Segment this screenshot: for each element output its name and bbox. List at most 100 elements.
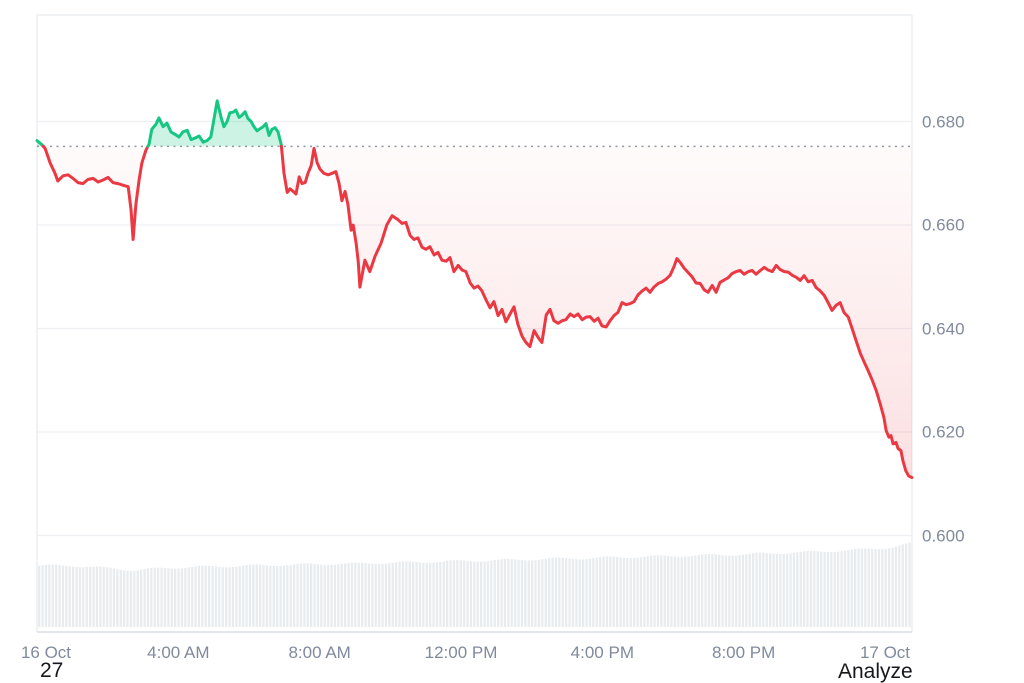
volume-bar: [446, 560, 449, 627]
volume-bar: [633, 558, 636, 627]
volume-bar: [510, 559, 513, 627]
volume-bar: [242, 565, 245, 627]
volume-bar: [847, 550, 850, 627]
volume-bar: [282, 565, 286, 627]
volume-bar: [493, 560, 496, 627]
price-line-down-segment: [279, 144, 914, 479]
volume-bar: [340, 563, 343, 627]
volume-bar: [337, 564, 340, 627]
volume-bar: [619, 557, 622, 627]
analyze-link[interactable]: Analyze: [838, 660, 913, 683]
volume-bar: [697, 554, 700, 627]
volume-bar: [357, 562, 360, 627]
volume-bar: [435, 562, 439, 627]
volume-bar: [153, 567, 156, 627]
volume-bar: [609, 556, 612, 627]
volume-bar: [891, 547, 894, 627]
volume-bar: [374, 564, 377, 627]
volume-bar: [364, 563, 367, 627]
x-axis-tick-label: 8:00 AM: [288, 643, 351, 662]
volume-bar: [772, 553, 775, 627]
volume-bar: [687, 556, 690, 627]
volume-bar: [833, 552, 836, 627]
volume-bar: [690, 556, 694, 627]
volume-bar: [381, 564, 384, 627]
volume-bar: [575, 559, 578, 627]
volume-bar: [211, 566, 214, 627]
price-line-up-segment: [146, 99, 283, 148]
volume-bar: [259, 564, 262, 627]
volume-bar: [762, 552, 765, 627]
volume-bar: [238, 566, 241, 627]
volume-bar: [527, 560, 530, 627]
volume-bar: [517, 559, 520, 627]
volume-bar: [99, 566, 102, 627]
volume-bar: [724, 555, 728, 627]
volume-bar: [707, 554, 711, 627]
volume-bar: [558, 557, 561, 627]
volume-bar: [769, 553, 772, 627]
volume-bar: [439, 561, 442, 627]
volume-bar: [837, 551, 840, 627]
volume-bar: [874, 549, 877, 627]
volume-bar: [333, 564, 337, 627]
volume-bar: [752, 553, 755, 627]
volume-bar: [660, 555, 663, 627]
volume-bar: [599, 557, 602, 627]
volume-bar: [480, 561, 483, 627]
volume-bar: [109, 567, 112, 627]
volume-bar: [163, 568, 167, 627]
volume-bar: [95, 566, 99, 627]
volume-bar: [534, 560, 537, 627]
volume-bar: [663, 555, 666, 627]
volume-bar: [673, 556, 677, 627]
volume-bar: [551, 557, 554, 627]
volume-bar: [354, 562, 357, 627]
price-line-down-segment: [41, 144, 150, 241]
volume-bar: [231, 567, 235, 627]
volume-bar: [860, 548, 864, 627]
volume-bar: [133, 571, 136, 627]
volume-bar: [276, 566, 279, 627]
volume-bar: [126, 570, 129, 627]
volume-bar: [160, 567, 163, 627]
volume-bar: [667, 555, 670, 627]
volume-bar: [75, 567, 78, 627]
volume-bar: [347, 562, 350, 627]
volume-bar: [830, 552, 833, 627]
volume-bar: [432, 562, 435, 627]
volume-bar: [449, 560, 452, 627]
volume-bar: [344, 563, 347, 627]
volume-bar: [418, 562, 422, 627]
volume-bar: [582, 559, 585, 627]
volume-bar: [252, 564, 255, 627]
volume-bar: [894, 546, 898, 627]
volume-bar: [48, 564, 51, 627]
y-axis-tick-label: 0.620: [922, 422, 965, 442]
volume-bar: [867, 548, 870, 627]
volume-bar: [180, 568, 184, 627]
volume-bar: [840, 551, 843, 627]
volume-bar: [123, 570, 126, 627]
volume-bar: [656, 555, 660, 627]
volume-bar: [694, 555, 697, 627]
volume-bar: [735, 555, 738, 627]
volume-bar: [537, 559, 541, 627]
volume-bar: [799, 551, 802, 627]
volume-bar: [82, 567, 85, 627]
volume-bar: [313, 564, 316, 627]
y-axis-tick-label: 0.600: [922, 526, 965, 545]
volume-bar: [310, 563, 313, 627]
volume-bar: [72, 566, 75, 627]
volume-bar: [429, 562, 432, 627]
volume-bar: [813, 551, 816, 627]
volume-bar: [823, 551, 826, 627]
volume-bar: [602, 556, 605, 627]
volume-bar: [177, 568, 180, 627]
volume-bar: [806, 551, 809, 627]
volume-bar: [425, 562, 428, 627]
volume-bar: [568, 558, 571, 627]
volume-bar: [55, 564, 58, 627]
volume-bar: [497, 559, 500, 627]
